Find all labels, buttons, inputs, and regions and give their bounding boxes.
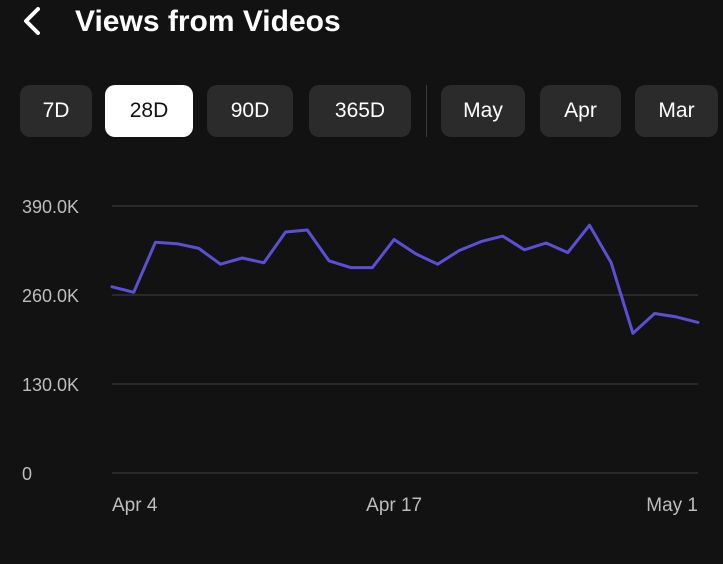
range-may-button[interactable]: May (441, 85, 525, 137)
y-tick-label: 260.0K (22, 286, 79, 306)
date-range-selector: 7D 28D 90D 365D May Apr Mar (0, 85, 723, 137)
range-7d-button[interactable]: 7D (20, 85, 92, 137)
range-divider (426, 85, 427, 137)
range-365d-button[interactable]: 365D (309, 85, 411, 137)
y-tick-label: 130.0K (22, 375, 79, 395)
x-tick-label: Apr 4 (112, 495, 158, 516)
range-apr-button[interactable]: Apr (540, 85, 621, 137)
back-button[interactable] (16, 4, 50, 38)
header: Views from Videos (0, 0, 723, 44)
range-90d-button[interactable]: 90D (207, 85, 293, 137)
x-tick-label: May 1 (646, 495, 698, 516)
y-tick-label: 390.0K (22, 197, 79, 217)
series-line (110, 223, 700, 335)
views-line-chart: 0 130.0K 260.0K 390.0K Apr 4 Apr 17 May 1 (22, 197, 700, 516)
page-title: Views from Videos (75, 5, 341, 38)
range-28d-button[interactable]: 28D (105, 85, 193, 137)
chevron-left-icon (24, 7, 40, 35)
x-tick-label: Apr 17 (366, 495, 422, 516)
range-mar-button[interactable]: Mar (635, 85, 718, 137)
y-tick-label: 0 (22, 464, 32, 484)
